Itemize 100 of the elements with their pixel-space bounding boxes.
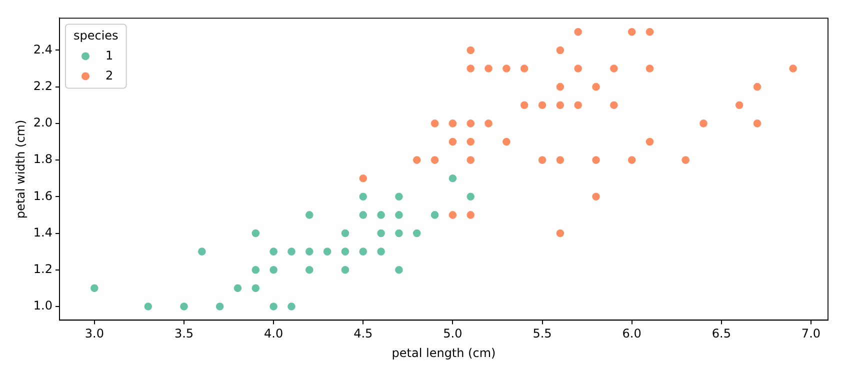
point xyxy=(304,265,314,274)
point xyxy=(340,228,350,238)
point xyxy=(627,27,636,36)
x-tick-label: 6.0 xyxy=(622,326,642,341)
point xyxy=(394,228,404,238)
y-tick-label: 2.2 xyxy=(33,78,52,93)
point xyxy=(448,118,458,128)
point xyxy=(592,156,601,165)
y-tick-label: 1.4 xyxy=(33,225,52,240)
point xyxy=(466,137,476,146)
point xyxy=(358,210,368,220)
point xyxy=(269,265,278,274)
point xyxy=(394,192,404,202)
point xyxy=(574,100,583,110)
point xyxy=(90,284,99,293)
point xyxy=(340,247,350,256)
point xyxy=(466,118,476,128)
x-tick-label: 3.5 xyxy=(174,326,194,341)
point xyxy=(269,247,278,256)
point xyxy=(574,27,583,36)
point xyxy=(412,228,422,238)
point xyxy=(681,156,690,165)
point xyxy=(358,192,368,202)
x-tick-label: 6.5 xyxy=(712,326,731,341)
point xyxy=(340,265,350,274)
point xyxy=(466,64,476,74)
point xyxy=(251,284,260,293)
point xyxy=(609,64,618,74)
point xyxy=(502,137,511,146)
point xyxy=(752,82,762,92)
point xyxy=(556,82,565,92)
point xyxy=(788,64,798,74)
point xyxy=(538,156,547,165)
point xyxy=(394,210,404,220)
point xyxy=(215,302,224,311)
point xyxy=(466,156,476,165)
point xyxy=(286,302,296,311)
point xyxy=(698,118,708,128)
point xyxy=(752,118,762,128)
point xyxy=(179,302,188,311)
point xyxy=(304,210,314,220)
point xyxy=(466,192,476,202)
point xyxy=(376,210,386,220)
y-tick-label: 1.0 xyxy=(33,298,52,313)
point xyxy=(574,64,583,74)
point xyxy=(251,265,260,274)
point xyxy=(430,210,440,220)
point xyxy=(466,210,476,220)
point xyxy=(412,156,422,165)
point xyxy=(197,247,206,256)
point xyxy=(286,247,296,256)
point xyxy=(592,82,601,92)
point xyxy=(251,228,260,238)
point xyxy=(627,156,636,165)
y-tick-label: 1.6 xyxy=(33,188,52,203)
point xyxy=(556,228,565,238)
point xyxy=(645,137,654,146)
point xyxy=(556,100,565,110)
x-tick-label: 7.0 xyxy=(801,326,821,341)
x-tick-label: 3.0 xyxy=(84,326,104,341)
point xyxy=(322,247,332,256)
x-axis-title: petal length (cm) xyxy=(392,346,496,360)
point xyxy=(448,174,458,183)
y-tick-label: 2.4 xyxy=(33,42,52,56)
point xyxy=(538,100,547,110)
y-tick-label: 2.0 xyxy=(33,116,52,130)
point xyxy=(376,247,386,256)
point xyxy=(430,118,440,128)
point xyxy=(556,156,565,165)
point xyxy=(358,247,368,256)
point xyxy=(592,192,601,202)
point xyxy=(520,64,529,74)
y-tick-label: 1.8 xyxy=(33,152,52,166)
point xyxy=(609,100,618,110)
point xyxy=(394,265,404,274)
legend-label: 1 xyxy=(105,48,114,62)
point xyxy=(466,46,476,55)
point xyxy=(144,302,153,311)
y-tick-label: 1.2 xyxy=(33,262,52,276)
legend-title: species xyxy=(73,28,118,42)
point xyxy=(556,46,565,55)
point xyxy=(734,100,744,110)
point xyxy=(502,64,511,74)
x-tick-label: 4.5 xyxy=(354,326,373,341)
point xyxy=(484,118,494,128)
y-axis-title: petal width (cm) xyxy=(13,120,28,219)
point xyxy=(448,210,458,220)
point xyxy=(520,100,529,110)
x-tick-label: 4.0 xyxy=(264,326,284,341)
point xyxy=(645,27,654,36)
point xyxy=(233,284,242,293)
point xyxy=(358,174,368,183)
point xyxy=(269,302,278,311)
point xyxy=(304,247,314,256)
legend-label: 2 xyxy=(105,68,114,82)
point xyxy=(430,156,440,165)
x-tick-label: 5.5 xyxy=(532,326,552,341)
point xyxy=(645,64,654,74)
x-tick-label: 5.0 xyxy=(443,326,462,341)
point xyxy=(376,228,386,238)
